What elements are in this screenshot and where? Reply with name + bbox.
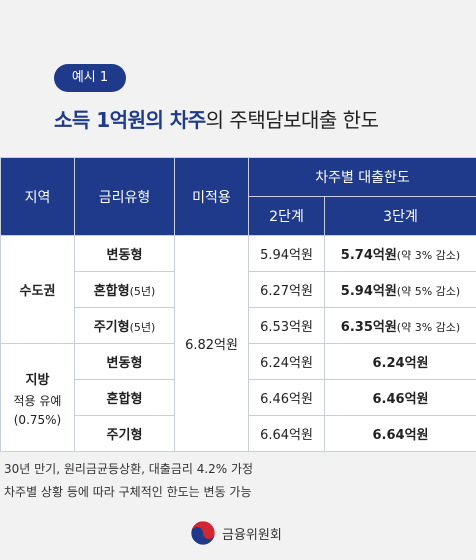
- stage3-note: (약 3% 감소): [396, 249, 461, 262]
- stage3-cell: 6.46억원: [324, 379, 476, 416]
- note-line: 차주별 상황 등에 따라 구체적인 한도는 변동 가능: [4, 485, 252, 499]
- stage3-cell: 6.35억원(약 3% 감소): [324, 307, 476, 344]
- stage2-cell: 5.94억원: [248, 235, 325, 272]
- rate-type-label: 혼합형: [93, 284, 130, 299]
- region-metro: 수도권: [0, 235, 75, 344]
- rate-type-label: 변동형: [106, 248, 143, 263]
- stage3-value: 6.35억원: [340, 320, 397, 335]
- table-row: 주기형 6.64억원 6.64억원: [1, 415, 476, 452]
- loan-limit-table: 지역 금리유형 미적용 차주별 대출한도 2단계 3단계 수도권 변동형 6.8…: [0, 157, 476, 452]
- page-title: 소득 1억원의 차주의 주택담보대출 한도: [54, 104, 379, 133]
- stage3-cell: 6.64억원: [324, 415, 476, 452]
- footer-logo: 금융위원회: [190, 520, 282, 546]
- title-highlight: 소득 1억원의 차주: [54, 108, 206, 132]
- header-stage3: 3단계: [324, 196, 476, 236]
- rate-type-cell: 혼합형: [74, 379, 175, 416]
- stage3-value: 5.94억원: [340, 284, 397, 299]
- stage3-note: (약 5% 감소): [396, 285, 461, 298]
- rate-type-sub: (5년): [129, 285, 156, 298]
- header-row-1: 지역 금리유형 미적용 차주별 대출한도: [0, 157, 476, 236]
- header-stage2: 2단계: [248, 196, 325, 236]
- rate-type-label: 주기형: [93, 320, 130, 335]
- example-badge: 예시 1: [54, 64, 126, 92]
- stage2-cell: 6.64억원: [248, 415, 325, 452]
- table-row: 주기형(5년) 6.53억원 6.35억원(약 3% 감소): [1, 307, 476, 344]
- region-local-name: 지방: [25, 372, 50, 388]
- rate-type-cell: 주기형(5년): [74, 307, 175, 344]
- table-row: 혼합형 6.46억원 6.46억원: [1, 379, 476, 416]
- stage3-note: (약 3% 감소): [396, 321, 461, 334]
- stage3-cell: 6.24억원: [324, 343, 476, 380]
- not-applied-value: 6.82억원: [174, 235, 249, 452]
- region-local-sub1: 적용 유예: [13, 393, 62, 408]
- table-row: 혼합형(5년) 6.27억원 5.94억원(약 5% 감소): [1, 271, 476, 308]
- stage3-cell: 5.74억원(약 3% 감소): [324, 235, 476, 272]
- stage2-cell: 6.27억원: [248, 271, 325, 308]
- rate-type-cell: 변동형: [74, 343, 175, 380]
- footer-org-name: 금융위원회: [222, 527, 282, 543]
- rate-type-sub: (5년): [129, 321, 156, 334]
- stage2-cell: 6.46억원: [248, 379, 325, 416]
- table-row: 수도권 변동형 6.82억원 5.94억원 5.74억원(약 3% 감소): [0, 235, 476, 452]
- title-rest: 의 주택담보대출 한도: [205, 108, 379, 132]
- header-not-applied: 미적용: [174, 157, 249, 236]
- header-region: 지역: [0, 157, 75, 236]
- header-by-borrower: 차주별 대출한도: [248, 157, 476, 197]
- stage2-cell: 6.24억원: [248, 343, 325, 380]
- rate-type-cell: 변동형: [74, 235, 175, 272]
- taegeuk-emblem-icon: [190, 520, 216, 546]
- region-local-sub2: (0.75%): [13, 412, 62, 427]
- note-line: 30년 만기, 원리금균등상환, 대출금리 4.2% 가정: [4, 462, 254, 476]
- region-local: 지방 적용 유예 (0.75%): [0, 343, 75, 452]
- rate-type-cell: 주기형: [74, 415, 175, 452]
- stage3-cell: 5.94억원(약 5% 감소): [324, 271, 476, 308]
- notes: 30년 만기, 원리금균등상환, 대출금리 4.2% 가정 차주별 상황 등에 …: [4, 458, 253, 504]
- header-rate-type: 금리유형: [74, 157, 175, 236]
- rate-type-cell: 혼합형(5년): [74, 271, 175, 308]
- stage3-value: 5.74억원: [340, 248, 397, 263]
- stage2-cell: 6.53억원: [248, 307, 325, 344]
